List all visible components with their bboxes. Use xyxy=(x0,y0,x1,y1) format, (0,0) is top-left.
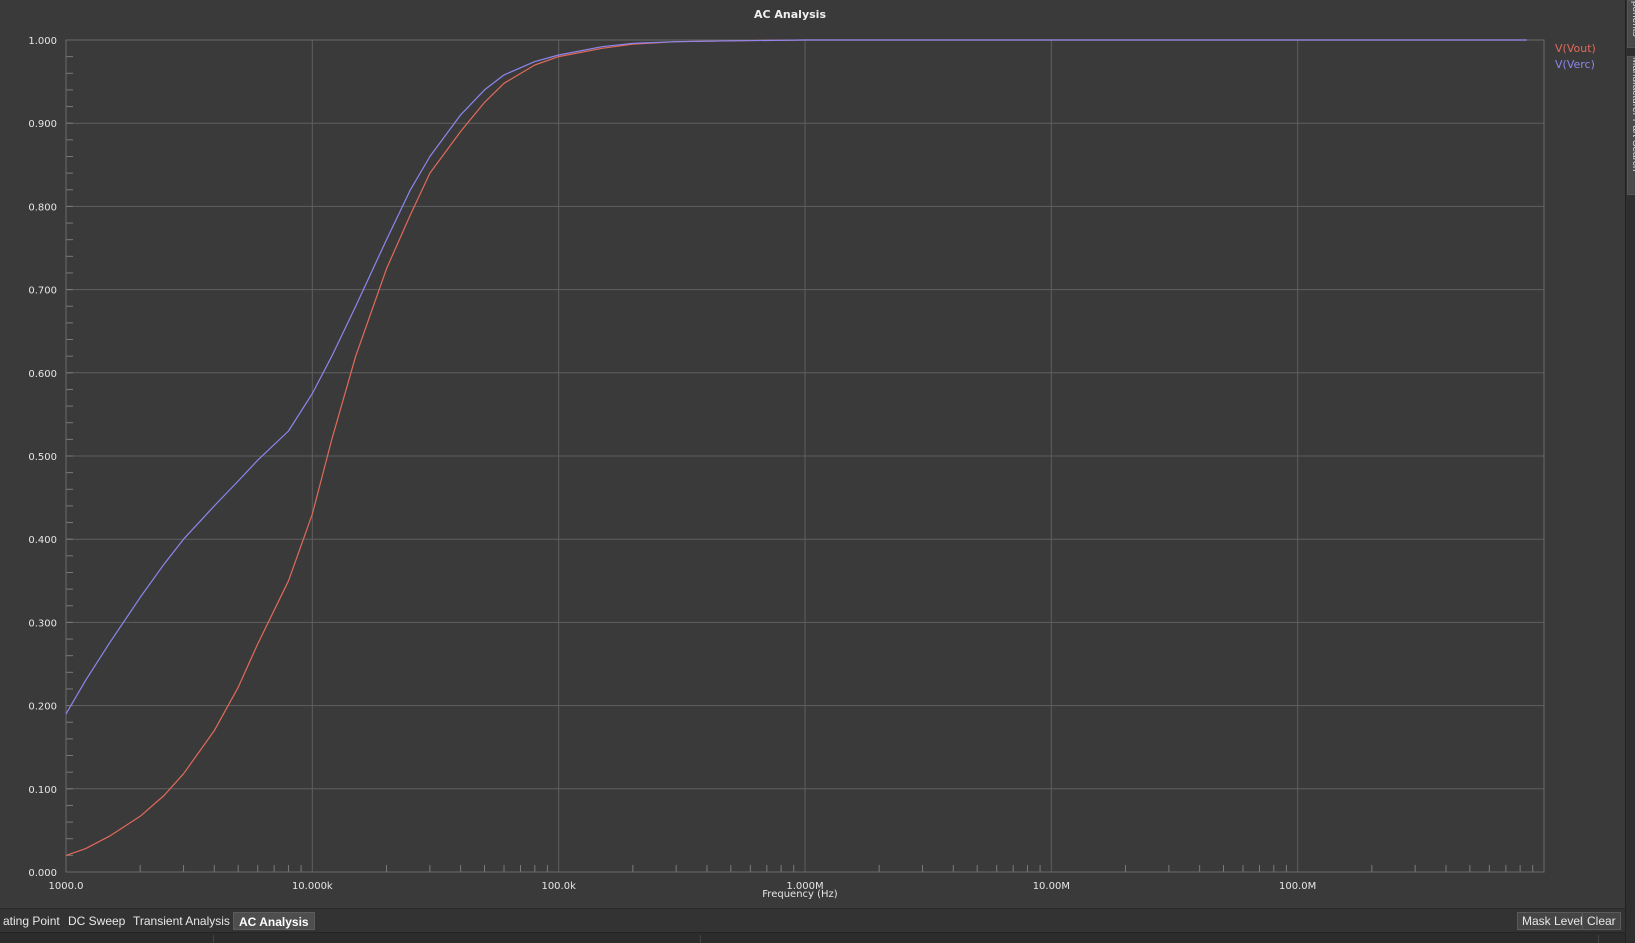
y-tick-label: 0.700 xyxy=(28,286,57,297)
tab-operating-point[interactable]: ating Point xyxy=(3,914,60,928)
mask-level-button[interactable]: Mask Level xyxy=(1517,912,1588,930)
x-tick-label: 10.000k xyxy=(292,881,333,892)
x-tick-label: 100.0k xyxy=(541,881,576,892)
y-tick-label: 0.900 xyxy=(28,119,57,130)
ac-analysis-chart[interactable]: 0.000 0.100 0.200 0.300 0.400 0.500 0.600 0.700… xyxy=(0,0,1625,908)
tab-transient-analysis[interactable]: Transient Analysis xyxy=(133,914,230,928)
y-tick-label: 0.600 xyxy=(28,369,57,380)
status-strip xyxy=(0,932,1625,943)
status-separator xyxy=(1598,935,1599,943)
series-line-vout[interactable] xyxy=(65,39,1527,856)
x-tick-label: 1000.0 xyxy=(49,881,84,892)
tab-dc-sweep[interactable]: DC Sweep xyxy=(68,914,126,928)
y-tick-label: 0.100 xyxy=(28,785,57,796)
minor-ticks xyxy=(66,39,1534,873)
y-tick-label: 1.000 xyxy=(28,36,57,47)
tab-ac-analysis[interactable]: AC Analysis xyxy=(233,912,315,930)
plot-area[interactable]: 0.000 0.100 0.200 0.300 0.400 0.500 0.600 0.700… xyxy=(0,0,1625,908)
y-tick-label: 0.000 xyxy=(28,868,57,879)
legend-item-vout[interactable]: V(Vout) xyxy=(1555,42,1596,55)
tick-labels: 0.000 0.100 0.200 0.300 0.400 0.500 0.600 0.700… xyxy=(28,36,1316,892)
x-tick-label: 10.00M xyxy=(1033,881,1070,892)
clear-button[interactable]: Clear xyxy=(1582,912,1621,930)
chart-title: AC Analysis xyxy=(754,8,826,21)
series-layer xyxy=(65,39,1527,856)
grid-layer xyxy=(65,39,1544,873)
status-separator xyxy=(213,935,214,943)
status-separator xyxy=(700,935,701,943)
x-axis-label: Frequency (Hz) xyxy=(762,889,838,900)
side-panel: ponents Manufacturer Part Search xyxy=(1625,0,1635,943)
series-line-verc[interactable] xyxy=(65,39,1527,715)
y-tick-label: 0.300 xyxy=(28,618,57,629)
x-tick-label: 100.0M xyxy=(1279,881,1316,892)
y-tick-label: 0.800 xyxy=(28,202,57,213)
y-tick-label: 0.200 xyxy=(28,702,57,713)
side-tab-components[interactable]: ponents xyxy=(1627,0,1635,48)
side-tab-manufacturer-part-search[interactable]: Manufacturer Part Search xyxy=(1627,56,1635,195)
legend-item-verc[interactable]: V(Verc) xyxy=(1555,58,1595,71)
y-tick-label: 0.400 xyxy=(28,535,57,546)
y-tick-label: 0.500 xyxy=(28,452,57,463)
analysis-tab-bar: ating Point DC Sweep Transient Analysis … xyxy=(0,908,1625,933)
x-tick-label: 1.000M xyxy=(786,881,823,892)
